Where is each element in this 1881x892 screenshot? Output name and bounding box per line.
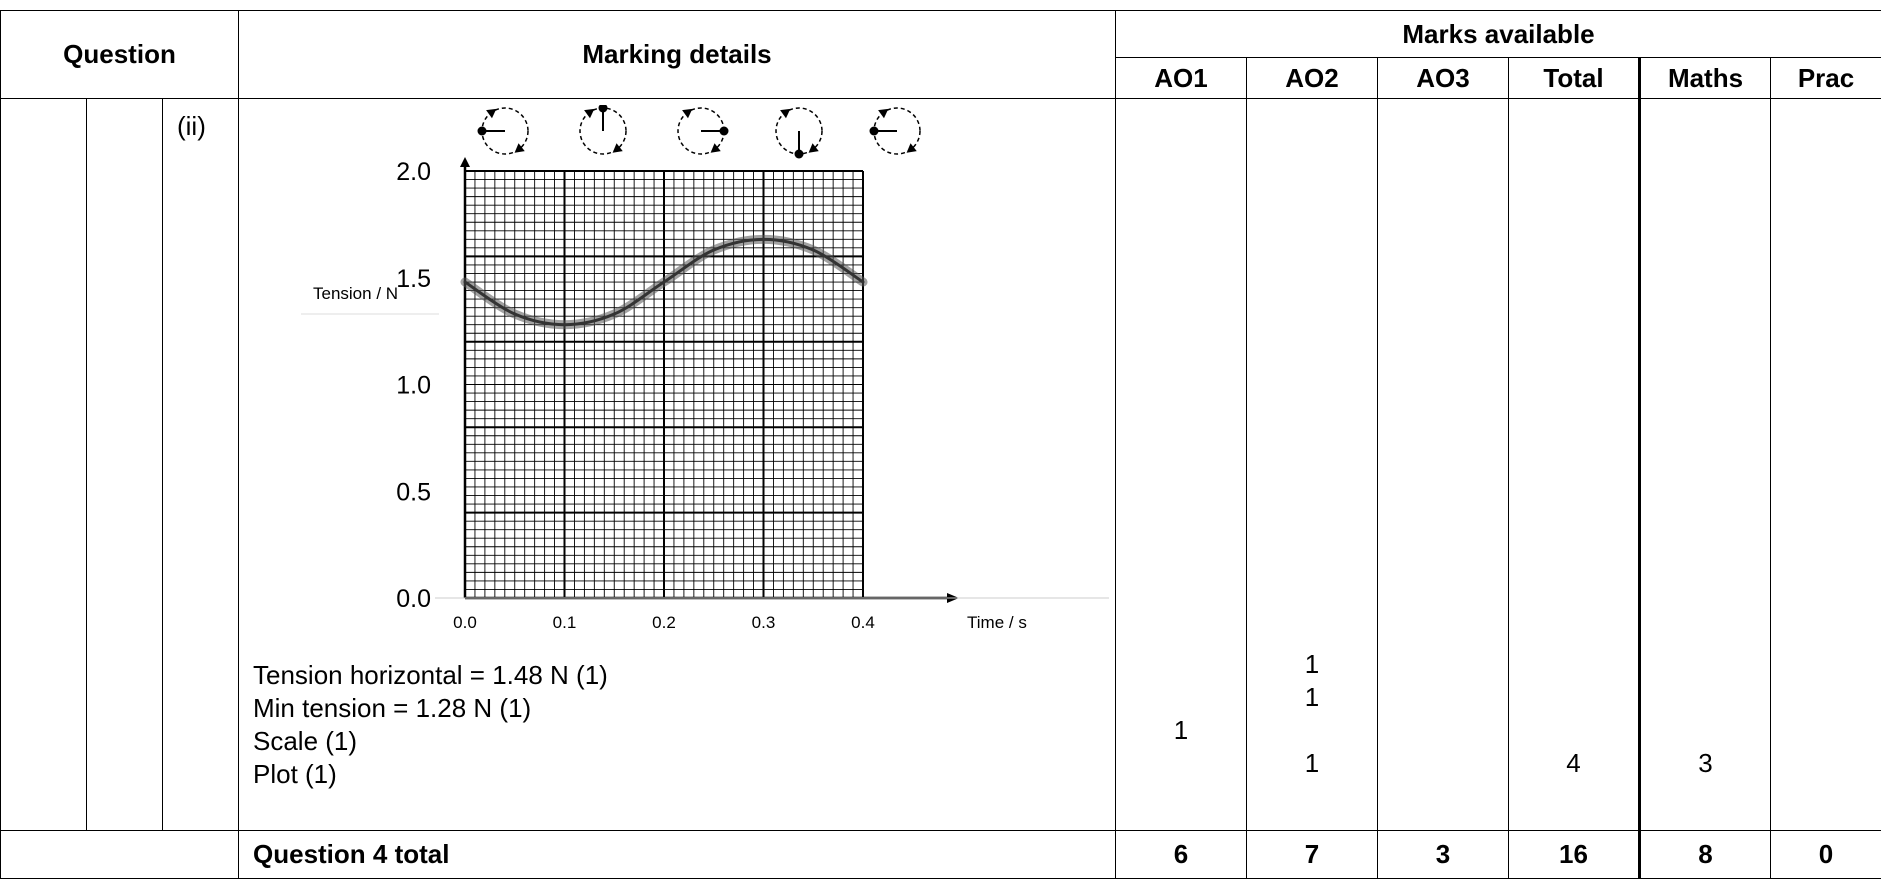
criterion-horizontal-tension: Tension horizontal = 1.48 N (1): [253, 660, 608, 690]
tension-time-graph: 0.0 0.5 1.0 1.5 2.0 0.0 0.1 0.2 0.3 0.4 Tension / …: [301, 105, 1109, 632]
y-tick-label: 2.0: [396, 158, 431, 186]
phase-mass-dot: [719, 126, 729, 136]
total-header: Total: [1508, 57, 1640, 99]
phase-mass-dot: [598, 105, 608, 113]
ao1-header: AO1: [1115, 57, 1247, 99]
phase-direction-arrow-icon: [878, 108, 889, 119]
prac-header: Prac: [1769, 57, 1881, 99]
data-point: [811, 248, 815, 252]
ao3-marks-cell: [1377, 98, 1509, 831]
y-tick-label: 0.0: [396, 585, 431, 613]
x-tick-label: 0.1: [553, 613, 577, 632]
ao2-header: AO2: [1246, 57, 1378, 99]
mark-scheme-table: Question Marking details Marks available…: [0, 10, 1881, 879]
question-number-cell: [0, 98, 87, 831]
phase-direction-arrow-icon: [486, 108, 497, 119]
x-tick-label: 0.2: [652, 613, 676, 632]
y-axis-arrow: [460, 157, 470, 167]
total-marks-cell: 4: [1508, 98, 1640, 831]
data-point: [762, 237, 765, 241]
x-axis-label: Time / s: [967, 613, 1027, 632]
prac-marks-cell: [1769, 98, 1881, 831]
data-point: [513, 312, 517, 316]
ao2-mark: 1: [1304, 748, 1320, 778]
x-tick-label: 0.4: [851, 613, 875, 632]
phase-direction-arrow-icon: [682, 108, 693, 119]
ao2-marks-cell: 1 1 1: [1246, 98, 1378, 831]
data-point: [662, 280, 666, 284]
criterion-plot: Plot (1): [253, 759, 337, 789]
phase-direction-arrow-icon: [612, 143, 623, 153]
phase-direction-arrow-icon: [584, 108, 595, 119]
phase-direction-arrow-icon: [780, 108, 791, 119]
maths-marks-cell: 3: [1638, 98, 1771, 831]
phase-mass-dot: [477, 126, 487, 136]
phase-direction-arrow-icon: [514, 143, 525, 153]
prac-total: 0: [1769, 830, 1881, 879]
ao2-mark: 1: [1304, 649, 1320, 679]
ao3-header: AO3: [1377, 57, 1509, 99]
ao2-mark: 1: [1304, 682, 1320, 712]
marking-details-cell: 0.0 0.5 1.0 1.5 2.0 0.0 0.1 0.2 0.3 0.4 Tension / …: [238, 98, 1116, 831]
subpart-label: (ii): [177, 111, 206, 141]
marks-available-header: Marks available: [1114, 10, 1881, 58]
data-point: [463, 280, 467, 284]
y-tick-label: 0.5: [396, 478, 431, 506]
phase-direction-arrow-icon: [710, 143, 721, 153]
total-row-blank: [0, 830, 239, 879]
y-axis-label: Tension / N: [313, 284, 398, 303]
ao1-total: 6: [1115, 830, 1247, 879]
criterion-scale: Scale (1): [253, 726, 358, 756]
question-subpart-cell: (ii): [162, 98, 239, 831]
maths-total: 8: [1638, 830, 1771, 879]
criterion-min-tension: Min tension = 1.28 N (1): [253, 693, 532, 723]
question-total-label: Question 4 total: [238, 830, 1116, 879]
data-point: [712, 248, 716, 252]
data-point: [612, 312, 616, 316]
ao2-total: 7: [1246, 830, 1378, 879]
phase-direction-arrow-icon: [808, 143, 819, 153]
grand-total: 16: [1508, 830, 1640, 879]
total-mark: 4: [1566, 748, 1581, 778]
ao1-marks-cell: 1: [1115, 98, 1247, 831]
question-part-cell: [86, 98, 163, 831]
ao3-total: 3: [1377, 830, 1509, 879]
y-tick-label: 1.5: [396, 265, 431, 293]
data-point: [563, 323, 566, 327]
data-point: [861, 280, 865, 284]
phase-mass-dot: [794, 149, 804, 159]
marking-details-header: Marking details: [238, 10, 1116, 99]
criteria-list: Tension horizontal = 1.48 N (1) Min tens…: [253, 659, 608, 791]
question-header: Question: [0, 10, 239, 99]
x-tick-label: 0.3: [752, 613, 776, 632]
maths-mark: 3: [1698, 748, 1713, 778]
y-tick-label: 1.0: [396, 372, 431, 400]
x-tick-label: 0.0: [453, 613, 477, 632]
ao1-mark: 1: [1173, 715, 1189, 745]
phase-mass-dot: [869, 126, 879, 136]
maths-header: Maths: [1638, 57, 1771, 99]
phase-direction-arrow-icon: [906, 143, 917, 153]
